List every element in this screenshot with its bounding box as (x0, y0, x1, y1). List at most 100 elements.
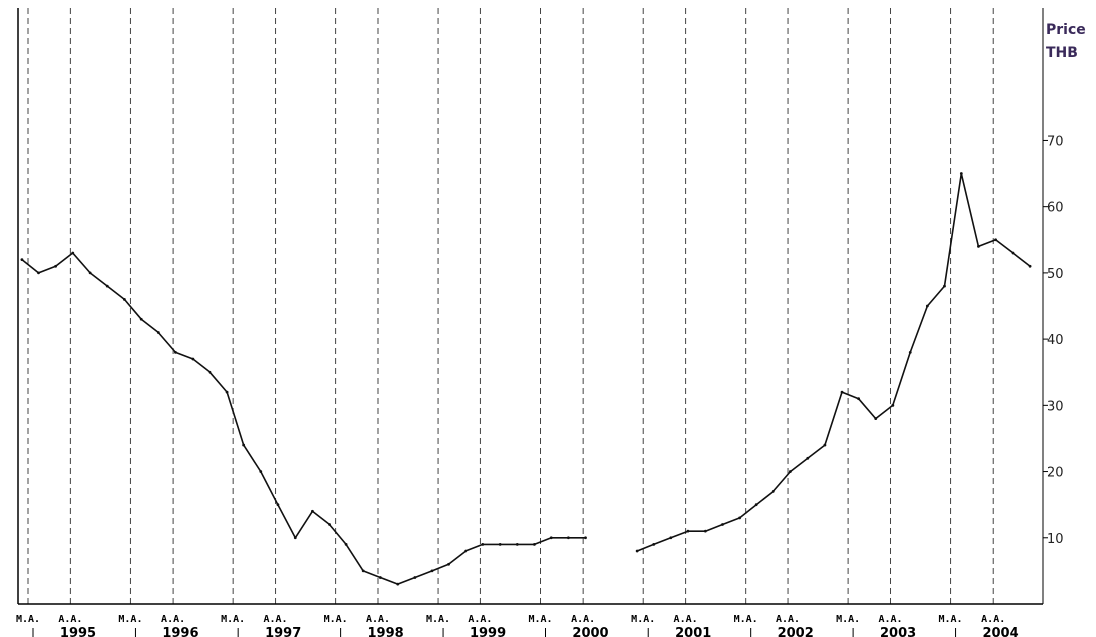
price-point (20, 258, 24, 262)
x-tick-month-label: A.A. (776, 614, 800, 625)
price-point (584, 536, 587, 540)
price-point (908, 350, 912, 354)
price-point (396, 582, 400, 586)
price-point (959, 172, 963, 175)
x-tick-month-label: A.A. (981, 614, 1005, 625)
price-point (139, 317, 143, 321)
price-point (481, 543, 485, 546)
price-point (994, 238, 997, 242)
price-point (738, 516, 741, 520)
x-tick-month-label: M.A. (734, 614, 758, 625)
x-tick-month-label: M.A. (939, 614, 963, 625)
price-point (311, 509, 314, 513)
price-point (225, 390, 229, 394)
x-tick-year-label: 2004 (982, 626, 1018, 637)
x-tick-year-label: 1996 (162, 626, 198, 637)
y-unit-price: Price (1046, 22, 1086, 38)
price-point (430, 569, 434, 573)
x-tick-year-label: 2000 (572, 626, 608, 637)
x-tick-year-label: 1997 (265, 626, 301, 637)
price-point (88, 271, 92, 275)
x-tick-month-label: A.A. (571, 614, 595, 625)
price-point (874, 417, 878, 420)
price-point (721, 523, 724, 526)
price-point (943, 284, 946, 288)
price-line (21, 172, 1031, 585)
x-tick-year-label: 1998 (368, 626, 404, 637)
price-point (857, 397, 861, 401)
price-point (533, 543, 536, 546)
price-point (1011, 251, 1015, 255)
price-point (208, 370, 212, 374)
price-point (652, 543, 656, 546)
price-point (703, 529, 707, 533)
price-point (105, 284, 109, 288)
price-point (328, 523, 331, 526)
price-point (566, 536, 570, 540)
price-point (71, 251, 75, 255)
y-tick-label: 10 (1047, 532, 1064, 547)
x-tick-month-label: A.A. (58, 614, 82, 625)
price-point (259, 470, 263, 473)
x-tick-month-label: M.A. (631, 614, 655, 625)
price-point (669, 536, 673, 540)
price-point (54, 264, 58, 268)
price-point (37, 271, 40, 275)
y-unit-currency: THB (1046, 45, 1078, 61)
price-point (754, 503, 758, 507)
x-tick-month-label: M.A. (836, 614, 860, 625)
x-tick-month-label: M.A. (118, 614, 142, 625)
x-tick-month-label: A.A. (674, 614, 698, 625)
x-tick-year-label: 1995 (60, 626, 96, 637)
price-point (447, 562, 450, 566)
price-point (174, 350, 177, 354)
x-tick-month-label: A.A. (161, 614, 185, 625)
x-tick-month-label: M.A. (16, 614, 40, 625)
x-tick-month-label: M.A. (426, 614, 450, 625)
x-tick-month-label: A.A. (468, 614, 492, 625)
x-tick-month-label: A.A. (264, 614, 288, 625)
price-point (788, 470, 792, 473)
y-tick-label: 60 (1047, 201, 1064, 216)
x-tick-year-label: 2001 (675, 626, 711, 637)
price-point (361, 569, 365, 573)
price-point (977, 245, 980, 248)
y-axis-ticks: 10 20 30 40 50 60 70 (1043, 134, 1064, 547)
price-point (413, 576, 417, 579)
price-point (1028, 264, 1032, 268)
price-point (771, 490, 775, 493)
price-series (20, 172, 1032, 586)
price-point (344, 543, 348, 546)
price-point (806, 456, 810, 460)
x-tick-year-label: 1999 (470, 626, 506, 637)
x-axis-labels: M.A. A.A. M.A. A.A. M.A. A.A. M.A. A.A. M.A. A.A.… (16, 614, 1019, 637)
price-point (891, 403, 895, 407)
price-point (191, 357, 195, 361)
price-point (122, 297, 126, 301)
price-point (156, 331, 160, 334)
price-point (823, 443, 827, 447)
x-tick-year-label: 2003 (880, 626, 916, 637)
price-point (515, 543, 519, 546)
x-tick-year-label: 2002 (778, 626, 814, 637)
price-point (925, 304, 929, 308)
price-point (686, 529, 690, 533)
price-point (635, 549, 639, 553)
price-point (276, 503, 280, 507)
x-tick-month-label: A.A. (366, 614, 390, 625)
x-tick-month-label: M.A. (324, 614, 348, 625)
price-point (293, 536, 297, 540)
price-point (498, 543, 502, 546)
price-point (549, 536, 553, 540)
x-tick-month-label: M.A. (221, 614, 245, 625)
y-tick-label: 40 (1047, 333, 1064, 348)
y-tick-label: 50 (1047, 267, 1064, 282)
y-tick-label: 20 (1047, 466, 1064, 481)
x-tick-month-label: M.A. (528, 614, 552, 625)
y-tick-label: 30 (1047, 399, 1064, 414)
price-point (378, 576, 382, 579)
x-tick-month-label: A.A. (878, 614, 902, 625)
price-point (242, 443, 246, 447)
